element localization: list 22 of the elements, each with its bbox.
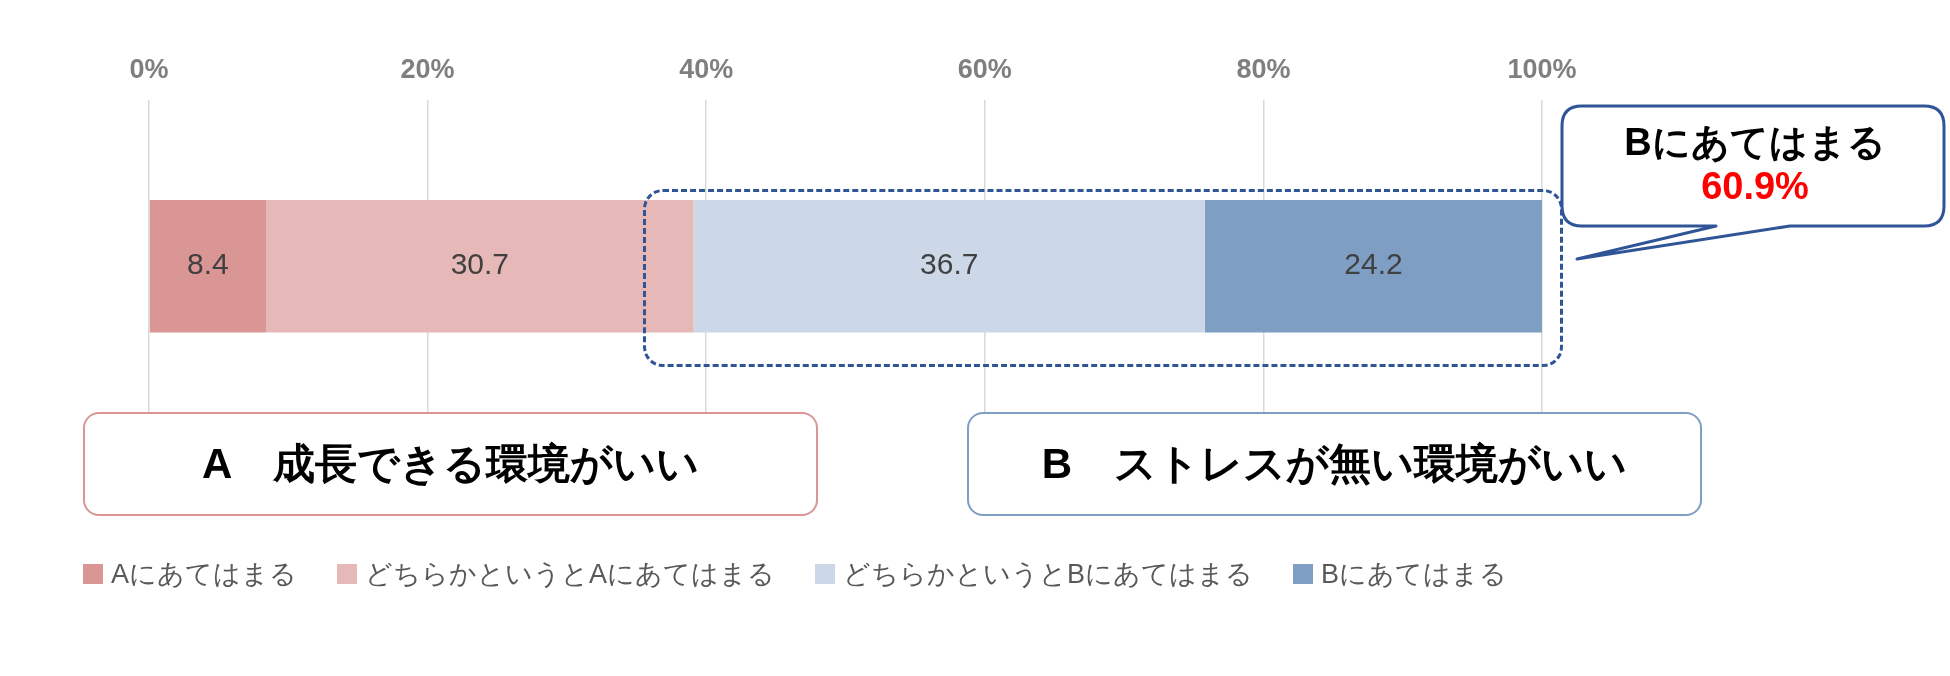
data-label: 8.4 (187, 247, 229, 281)
rounded-box: B ストレスが無い環境がいい (967, 412, 1702, 516)
legend-label: Bにあてはまる (1321, 558, 1508, 591)
bar (1204, 199, 1542, 333)
bar (266, 199, 694, 333)
legend-label: Aにあてはまる (111, 558, 298, 591)
data-label: 30.7 (450, 247, 510, 281)
data-label: 36.7 (920, 247, 979, 281)
legend-label: どちらかというとBにあてはまる (843, 558, 1254, 591)
x-tick-label: 80% (1236, 53, 1291, 84)
data-label: 24.2 (1344, 247, 1403, 281)
x-tick-label: 20% (400, 53, 455, 84)
x-tick-label: 0% (129, 53, 169, 84)
text: 60.9% (1701, 165, 1809, 209)
bar (149, 199, 267, 333)
x-tick-label: 60% (957, 53, 1012, 84)
legend-label: どちらかというとAにあてはまる (365, 558, 776, 591)
rounded-box: A 成長できる環境がいい (83, 412, 818, 516)
x-tick-label: 40% (679, 53, 734, 84)
text: Bにあてはまる (1624, 121, 1886, 165)
bar (693, 199, 1205, 333)
x-tick-label: 100% (1507, 53, 1577, 84)
